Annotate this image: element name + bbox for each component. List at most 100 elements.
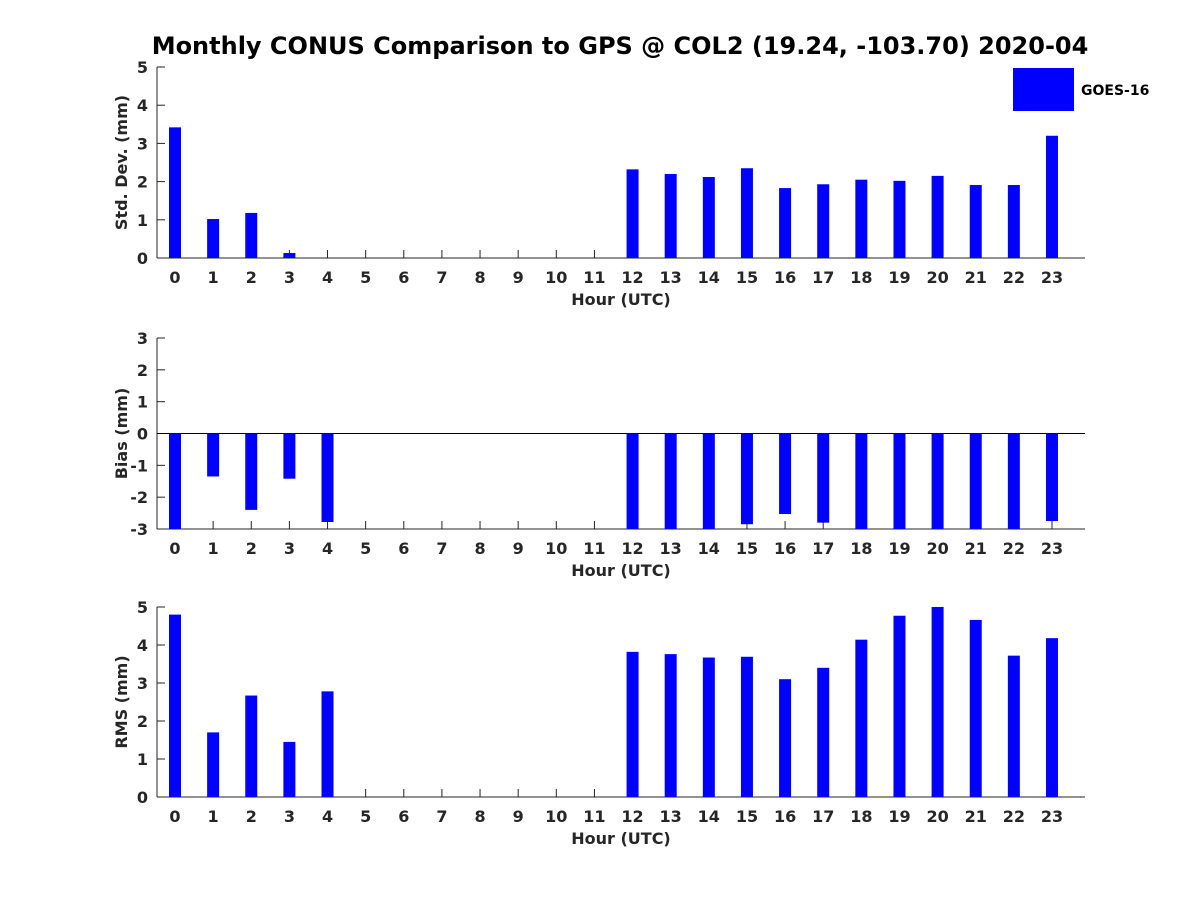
y-tick-label: 3 bbox=[137, 329, 148, 348]
x-tick-label: 3 bbox=[284, 268, 295, 287]
x-tick-label: 4 bbox=[322, 268, 333, 287]
x-tick-label: 23 bbox=[1041, 807, 1063, 826]
y-tick-label: 0 bbox=[137, 425, 148, 444]
bar bbox=[779, 679, 792, 797]
x-tick-label: 13 bbox=[660, 807, 682, 826]
x-tick-label: 22 bbox=[1003, 539, 1025, 558]
y-tick-label: -2 bbox=[130, 488, 148, 507]
x-tick-label: 8 bbox=[474, 539, 485, 558]
bar bbox=[893, 433, 906, 529]
x-tick-label: 15 bbox=[736, 807, 758, 826]
bar bbox=[245, 433, 258, 510]
bar bbox=[321, 433, 334, 522]
bar bbox=[283, 253, 296, 258]
x-tick-label: 11 bbox=[583, 268, 605, 287]
bar bbox=[931, 175, 944, 258]
bar bbox=[969, 185, 982, 258]
x-tick-label: 19 bbox=[888, 268, 910, 287]
bar bbox=[626, 651, 639, 797]
y-tick-label: 2 bbox=[137, 712, 148, 731]
bar bbox=[969, 619, 982, 797]
x-tick-label: 11 bbox=[583, 539, 605, 558]
x-tick-label: 20 bbox=[926, 807, 948, 826]
bar bbox=[817, 667, 830, 797]
bar bbox=[893, 615, 906, 797]
x-tick-label: 5 bbox=[360, 268, 371, 287]
x-tick-label: 3 bbox=[284, 807, 295, 826]
x-tick-label: 8 bbox=[474, 268, 485, 287]
y-tick-label: 0 bbox=[137, 249, 148, 268]
bar bbox=[969, 433, 982, 529]
x-tick-label: 17 bbox=[812, 807, 834, 826]
x-tick-label: 19 bbox=[888, 539, 910, 558]
x-tick-label: 6 bbox=[398, 539, 409, 558]
bar bbox=[283, 433, 296, 479]
x-tick-label: 9 bbox=[513, 807, 524, 826]
x-tick-label: 15 bbox=[736, 268, 758, 287]
x-tick-label: 7 bbox=[436, 539, 447, 558]
x-tick-label: 13 bbox=[660, 539, 682, 558]
x-tick-label: 11 bbox=[583, 807, 605, 826]
x-tick-label: 22 bbox=[1003, 268, 1025, 287]
y-tick-label: 5 bbox=[137, 58, 148, 77]
x-tick-label: 12 bbox=[621, 539, 643, 558]
x-tick-label: 14 bbox=[698, 539, 720, 558]
x-tick-label: 21 bbox=[965, 807, 987, 826]
x-axis-label: Hour (UTC) bbox=[571, 829, 671, 848]
y-tick-label: 4 bbox=[137, 96, 148, 115]
x-tick-label: 1 bbox=[208, 807, 219, 826]
bar bbox=[740, 433, 753, 525]
bar bbox=[207, 732, 220, 797]
y-tick-label: -3 bbox=[130, 520, 148, 539]
x-tick-label: 5 bbox=[360, 807, 371, 826]
x-tick-label: 23 bbox=[1041, 539, 1063, 558]
bar bbox=[702, 177, 715, 258]
y-axis-label: Std. Dev. (mm) bbox=[112, 95, 131, 230]
x-tick-label: 20 bbox=[926, 268, 948, 287]
y-tick-label: 0 bbox=[137, 788, 148, 807]
x-axis-label: Hour (UTC) bbox=[571, 290, 671, 309]
x-tick-label: 2 bbox=[246, 539, 257, 558]
bar bbox=[855, 179, 868, 258]
x-tick-label: 8 bbox=[474, 807, 485, 826]
bar bbox=[740, 656, 753, 797]
bar bbox=[855, 433, 868, 529]
bar bbox=[779, 188, 792, 258]
legend-label-goes-16: GOES-16 bbox=[1081, 83, 1149, 99]
x-tick-label: 4 bbox=[322, 539, 333, 558]
bar bbox=[169, 433, 181, 529]
legend: GOES-16 bbox=[1013, 68, 1149, 111]
x-tick-label: 7 bbox=[436, 807, 447, 826]
x-tick-label: 12 bbox=[621, 268, 643, 287]
x-tick-label: 0 bbox=[169, 539, 180, 558]
bar bbox=[207, 219, 220, 258]
bar bbox=[740, 168, 753, 258]
x-tick-label: 4 bbox=[322, 807, 333, 826]
bar bbox=[931, 433, 944, 529]
x-tick-label: 10 bbox=[545, 539, 567, 558]
bar bbox=[664, 654, 677, 797]
bar bbox=[931, 607, 944, 797]
chart-title: Monthly CONUS Comparison to GPS @ COL2 (… bbox=[152, 32, 1089, 60]
bar bbox=[702, 657, 715, 797]
x-tick-label: 9 bbox=[513, 268, 524, 287]
bar bbox=[1007, 185, 1020, 258]
x-tick-label: 6 bbox=[398, 807, 409, 826]
bar bbox=[664, 433, 677, 529]
x-tick-label: 21 bbox=[965, 268, 987, 287]
x-tick-label: 18 bbox=[850, 539, 872, 558]
x-tick-label: 2 bbox=[246, 807, 257, 826]
bar bbox=[169, 614, 181, 797]
x-tick-label: 0 bbox=[169, 268, 180, 287]
x-tick-label: 17 bbox=[812, 268, 834, 287]
x-tick-label: 9 bbox=[513, 539, 524, 558]
bar bbox=[1007, 433, 1020, 529]
x-tick-label: 19 bbox=[888, 807, 910, 826]
y-tick-label: 2 bbox=[137, 173, 148, 192]
x-tick-label: 6 bbox=[398, 268, 409, 287]
y-tick-label: 3 bbox=[137, 134, 148, 153]
y-tick-label: 1 bbox=[137, 211, 148, 230]
bar bbox=[169, 127, 181, 258]
